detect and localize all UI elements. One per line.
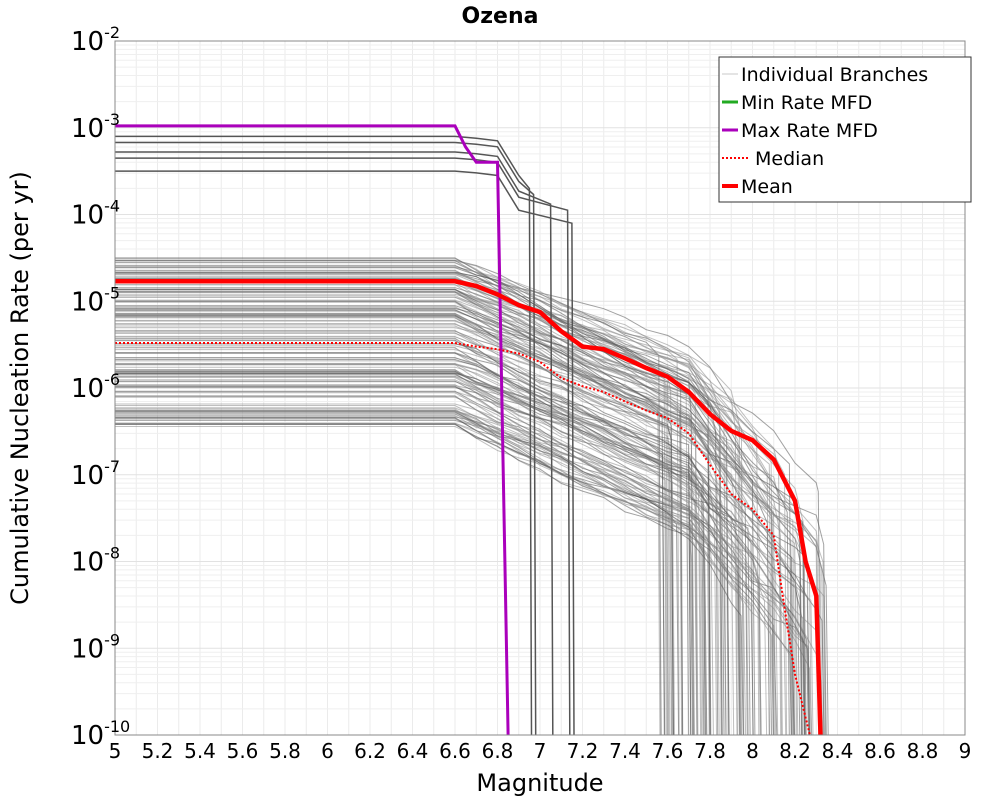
branch-line-140	[115, 422, 706, 736]
x-tick-0: 5	[109, 739, 122, 763]
x-tick-5: 6	[321, 739, 334, 763]
x-tick-18: 8.6	[864, 739, 896, 763]
branch-line-72	[115, 395, 730, 736]
x-tick-19: 8.8	[907, 739, 939, 763]
branch-line-102	[115, 309, 770, 736]
x-tick-20: 9	[959, 739, 972, 763]
branch-line-71	[115, 410, 768, 736]
legend-box	[718, 56, 972, 203]
x-tick-8: 6.6	[439, 739, 471, 763]
branch-line-101	[115, 327, 820, 736]
branch-line-123	[115, 352, 795, 736]
x-tick-14: 7.8	[694, 739, 726, 763]
x-tick-15: 8	[746, 739, 759, 763]
branch-line-125	[115, 340, 702, 736]
x-tick-labels: 5 5.2 5.4 5.6 5.8 6 6.2 6.4 6.6 6.8 7 7.2 7.4 7.6 7.8 8…	[109, 739, 972, 763]
branch-line-89	[115, 392, 772, 736]
branch-line-75	[115, 291, 711, 736]
branch-high-2	[115, 151, 554, 736]
x-axis-label: Magnitude	[476, 769, 603, 797]
x-tick-9: 6.8	[482, 739, 514, 763]
branch-line-148	[115, 415, 670, 736]
y-tick-3: 10-7	[71, 457, 120, 491]
branch-line-14	[115, 291, 745, 736]
y-tick-0: 10-10	[71, 717, 130, 751]
legend-label-1: Min Rate MFD	[741, 92, 872, 114]
y-tick-4: 10-6	[71, 370, 120, 404]
branch-line-122	[115, 306, 775, 736]
legend-label-3: Median	[755, 148, 824, 170]
series-median	[115, 342, 811, 736]
summary-series	[115, 124, 823, 736]
y-tick-1: 10-9	[71, 630, 120, 664]
legend: Individual Branches Min Rate MFD Max Rate …	[718, 56, 972, 203]
branch-high-0	[115, 135, 533, 736]
branch-line-144	[115, 308, 748, 736]
series-max-rate-mfd	[115, 124, 510, 736]
chart-title: Ozena	[462, 4, 539, 29]
branch-line-108	[115, 257, 793, 736]
branch-line-132	[115, 314, 665, 736]
branch-line-76	[115, 284, 723, 736]
branch-line-94	[115, 375, 741, 736]
branch-line-8	[115, 332, 825, 736]
y-tick-2: 10-8	[71, 544, 120, 578]
branch-line-84	[115, 271, 790, 736]
branch-line-47	[115, 258, 823, 736]
legend-label-2: Max Rate MFD	[741, 120, 878, 142]
x-tick-17: 8.4	[822, 739, 854, 763]
branch-line-133	[115, 278, 770, 736]
branch-line-83	[115, 270, 738, 736]
branch-line-128	[115, 262, 826, 736]
series-mean	[115, 279, 823, 736]
branch-line-138	[115, 423, 744, 736]
x-tick-7: 6.4	[397, 739, 429, 763]
branch-line-114	[115, 305, 756, 736]
x-tick-16: 8.2	[779, 739, 811, 763]
y-tick-7: 10-3	[71, 110, 120, 144]
y-tick-6: 10-4	[71, 197, 120, 231]
x-tick-4: 5.8	[269, 739, 301, 763]
branch-line-116	[115, 369, 675, 736]
branch-line-105	[115, 387, 705, 736]
x-tick-10: 7	[534, 739, 547, 763]
y-tick-labels: 10-10 10-9 10-8 10-7 10-6 10-5 10-4 10-3 10-2	[71, 23, 130, 751]
branch-line-139	[115, 260, 782, 736]
branch-line-104	[115, 323, 662, 736]
x-tick-1: 5.2	[142, 739, 174, 763]
y-tick-8: 10-2	[71, 23, 120, 57]
branch-line-142	[115, 352, 822, 736]
branch-line-79	[115, 369, 683, 736]
branch-line-66	[115, 343, 692, 736]
x-tick-2: 5.4	[184, 739, 216, 763]
branch-line-149	[115, 410, 787, 736]
branch-line-134	[115, 364, 735, 736]
plot-frame	[114, 40, 966, 736]
branch-line-145	[115, 418, 793, 736]
branch-line-88	[115, 320, 783, 736]
y-tick-5: 10-5	[71, 283, 120, 317]
branch-line-117	[115, 424, 795, 736]
branch-line-147	[115, 352, 706, 736]
legend-label-0: Individual Branches	[741, 64, 928, 86]
legend-label-4: Mean	[741, 176, 793, 198]
x-tick-13: 7.6	[652, 739, 684, 763]
x-tick-11: 7.2	[567, 739, 599, 763]
branch-line-26	[115, 364, 717, 736]
x-tick-3: 5.6	[227, 739, 259, 763]
x-tick-6: 6.2	[354, 739, 386, 763]
y-axis-label: Cumulative Nucleation Rate (per yr)	[6, 171, 34, 605]
branch-high-1	[115, 141, 537, 736]
x-tick-12: 7.4	[609, 739, 641, 763]
